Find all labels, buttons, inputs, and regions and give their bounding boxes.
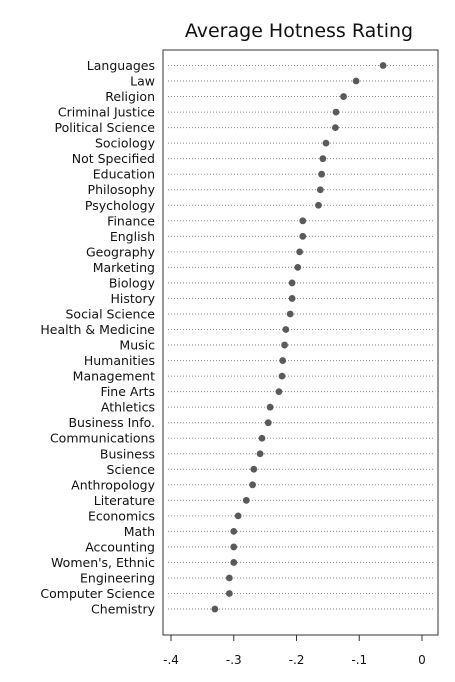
data-point-religion [340, 93, 347, 100]
category-label-science: Science [107, 462, 156, 477]
category-label-biology: Biology [109, 275, 156, 290]
category-label-literature: Literature [94, 493, 156, 508]
category-label-engineering: Engineering [80, 570, 155, 585]
category-label-communications: Communications [50, 431, 155, 446]
data-point-communications [258, 434, 266, 442]
category-label-accounting: Accounting [85, 539, 155, 554]
x-tick-label: -.2 [289, 653, 305, 667]
data-point-education [318, 170, 325, 178]
data-point-sociology [322, 139, 330, 147]
category-label-marketing: Marketing [93, 260, 155, 275]
data-point-languages [379, 62, 387, 69]
data-point-computer-science [225, 590, 233, 597]
category-label-management: Management [73, 369, 155, 384]
data-point-finance [299, 217, 307, 225]
data-point-english [299, 232, 307, 240]
data-point-women-s-ethnic [230, 559, 238, 566]
category-label-philosophy: Philosophy [88, 182, 156, 197]
data-point-engineering [225, 574, 233, 582]
category-label-economics: Economics [88, 508, 155, 523]
data-point-economics [234, 512, 242, 520]
data-point-philosophy [316, 186, 324, 194]
data-point-business-info [264, 419, 272, 427]
category-label-math: Math [124, 524, 155, 539]
data-point-music [281, 341, 288, 349]
data-point-not-specified [319, 155, 327, 163]
x-tick-label: -.1 [351, 653, 367, 667]
x-tick-label: 0 [418, 653, 426, 667]
data-point-management [278, 372, 286, 380]
data-point-marketing [294, 263, 302, 271]
category-label-anthropology: Anthropology [71, 477, 155, 492]
data-point-criminal-justice [332, 108, 340, 116]
category-label-languages: Languages [87, 58, 155, 73]
data-point-humanities [279, 357, 287, 364]
category-label-business-info: Business Info. [68, 415, 155, 430]
data-point-literature [242, 496, 250, 504]
x-axis: -.4 -.3 -.2 -.1 0 [163, 635, 426, 667]
category-label-fine-arts: Fine Arts [101, 384, 155, 399]
data-point-athletics [266, 403, 274, 411]
category-label-social-science: Social Science [66, 306, 156, 321]
category-label-athletics: Athletics [101, 400, 155, 415]
data-point-math [230, 528, 238, 535]
category-label-criminal-justice: Criminal Justice [58, 105, 155, 120]
category-label-sociology: Sociology [95, 136, 156, 151]
category-label-psychology: Psychology [85, 198, 156, 213]
data-point-geography [296, 248, 304, 256]
data-point-accounting [230, 543, 238, 551]
category-label-political-science: Political Science [55, 120, 156, 135]
data-point-law [352, 77, 360, 85]
category-label-health-medicine: Health & Medicine [40, 322, 155, 337]
category-label-finance: Finance [107, 213, 155, 228]
x-tick-label: -.3 [226, 653, 242, 667]
category-label-humanities: Humanities [84, 353, 155, 368]
category-label-history: History [111, 291, 156, 306]
chart-title: Average Hotness Rating [185, 20, 413, 42]
category-label-religion: Religion [105, 89, 155, 104]
x-tick-label: -.4 [163, 653, 179, 667]
data-point-fine-arts [275, 388, 283, 396]
category-label-not-specified: Not Specified [72, 151, 155, 166]
category-label-chemistry: Chemistry [91, 602, 156, 617]
plot-frame [162, 49, 439, 636]
category-label-business: Business [100, 446, 155, 461]
data-point-history [288, 295, 296, 302]
data-point-business [256, 450, 264, 458]
category-label-geography: Geography [86, 244, 156, 259]
data-point-health-medicine [282, 326, 290, 333]
category-label-education: Education [93, 167, 155, 182]
data-point-chemistry [211, 605, 219, 613]
data-point-anthropology [249, 481, 256, 489]
data-point-science [250, 465, 258, 473]
category-label-law: Law [130, 74, 155, 89]
data-point-political-science [332, 124, 339, 132]
data-point-biology [288, 279, 296, 287]
data-point-social-science [286, 310, 294, 318]
category-label-english: English [110, 229, 155, 244]
data-point-psychology [315, 201, 322, 209]
category-label-women-s-ethnic: Women's, Ethnic [51, 555, 155, 570]
category-label-computer-science: Computer Science [40, 586, 155, 601]
category-label-music: Music [119, 338, 155, 353]
